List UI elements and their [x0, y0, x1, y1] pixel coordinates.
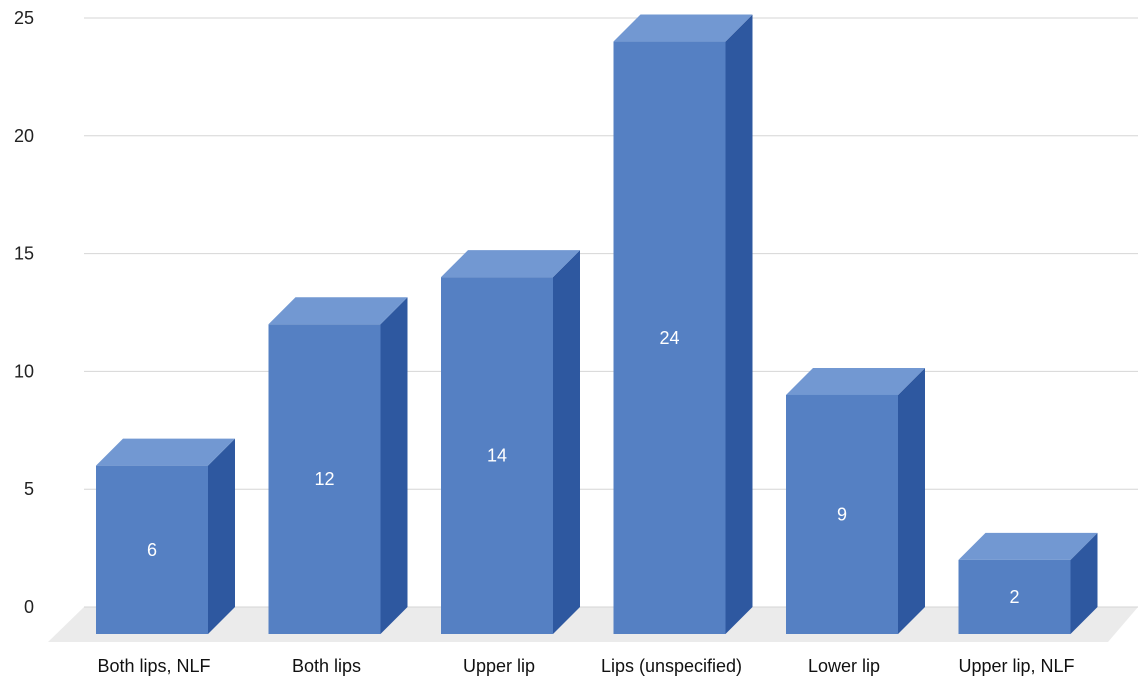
gridlines — [84, 17, 1138, 608]
bar-side — [725, 14, 753, 635]
y-tick-label: 10 — [14, 361, 34, 381]
y-axis-ticks: 0 5 10 15 20 25 — [14, 8, 34, 617]
x-axis-labels: Both lips, NLF Both lips Upper lip Lips (un… — [97, 656, 1074, 676]
bar-front — [613, 41, 726, 635]
bar-top — [96, 438, 235, 466]
bar-front — [441, 277, 553, 634]
bar-front — [96, 465, 208, 634]
y-tick-label: 0 — [24, 597, 34, 617]
bar-top — [958, 532, 1098, 560]
bar-4 — [786, 367, 925, 634]
bar-side — [208, 438, 235, 634]
x-tick-label: Both lips, NLF — [97, 656, 210, 676]
bar-1 — [268, 297, 408, 634]
bar-front — [958, 559, 1071, 634]
y-tick-label: 5 — [24, 479, 34, 499]
y-tick-label: 20 — [14, 126, 34, 146]
x-tick-label: Lips (unspecified) — [601, 656, 742, 676]
data-label: 2 — [1009, 587, 1019, 607]
x-tick-label: Upper lip, NLF — [958, 656, 1074, 676]
y-tick-label: 15 — [14, 244, 34, 264]
bar-side — [898, 367, 925, 634]
bars — [96, 14, 1098, 635]
bar-side — [380, 297, 408, 634]
bar-top — [613, 14, 753, 42]
bar-front — [786, 394, 898, 634]
bar-front — [268, 324, 381, 634]
x-tick-label: Upper lip — [463, 656, 535, 676]
x-tick-label: Lower lip — [808, 656, 880, 676]
bar-3 — [613, 14, 753, 635]
bar-2 — [441, 250, 580, 634]
data-label: 9 — [837, 504, 847, 524]
bar-side — [1070, 532, 1098, 634]
bar-5 — [958, 532, 1098, 634]
bar-side — [553, 250, 580, 634]
data-label: 14 — [487, 446, 507, 466]
x-tick-label: Both lips — [292, 656, 361, 676]
bar-0 — [96, 438, 235, 634]
bar-top — [786, 367, 925, 395]
bar-top — [441, 250, 580, 278]
data-label: 12 — [314, 469, 334, 489]
data-label: 24 — [659, 328, 679, 348]
data-label: 6 — [147, 540, 157, 560]
bar-top — [268, 297, 408, 325]
y-tick-label: 25 — [14, 8, 34, 28]
data-labels: 6 12 14 24 9 2 — [147, 328, 1020, 607]
